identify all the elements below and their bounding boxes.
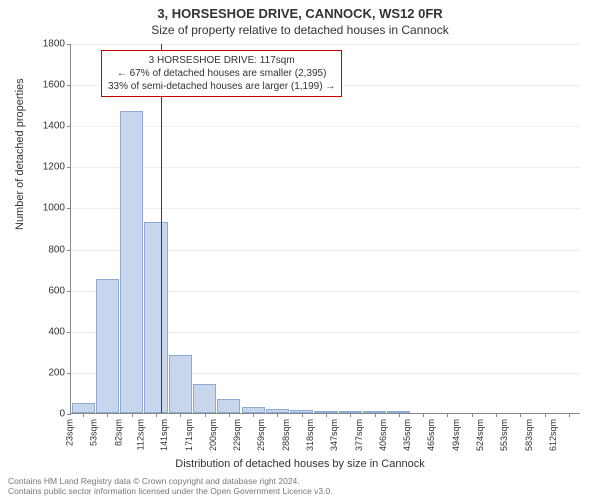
- xtick-mark: [83, 413, 84, 417]
- xtick-label: 229sqm: [232, 419, 242, 451]
- gridline: [71, 126, 580, 127]
- histogram-bar: [96, 279, 119, 413]
- xtick-mark: [472, 413, 473, 417]
- info-line-1: 3 HORSESHOE DRIVE: 117sqm: [108, 54, 335, 67]
- xtick-label: 318sqm: [305, 419, 315, 451]
- ytick-mark: [67, 373, 71, 374]
- xtick-label: 259sqm: [256, 419, 266, 451]
- xtick-label: 53sqm: [89, 419, 99, 446]
- attribution-footer: Contains HM Land Registry data © Crown c…: [8, 476, 333, 496]
- xtick-mark: [277, 413, 278, 417]
- xtick-label: 347sqm: [329, 419, 339, 451]
- gridline: [71, 44, 580, 45]
- xtick-label: 494sqm: [451, 419, 461, 451]
- chart-container: 3, HORSESHOE DRIVE, CANNOCK, WS12 0FR Si…: [0, 0, 600, 500]
- xtick-label: 553sqm: [499, 419, 509, 451]
- xtick-label: 23sqm: [65, 419, 75, 446]
- xtick-mark: [496, 413, 497, 417]
- ytick-mark: [67, 85, 71, 86]
- ytick-mark: [67, 291, 71, 292]
- xtick-mark: [229, 413, 230, 417]
- histogram-bar: [144, 222, 167, 413]
- gridline: [71, 167, 580, 168]
- xtick-label: 200sqm: [208, 419, 218, 451]
- chart-title-sub: Size of property relative to detached ho…: [0, 21, 600, 37]
- footer-line-1: Contains HM Land Registry data © Crown c…: [8, 476, 333, 486]
- xtick-mark: [156, 413, 157, 417]
- info-line-2: ← 67% of detached houses are smaller (2,…: [108, 67, 335, 80]
- ytick-mark: [67, 44, 71, 45]
- xtick-label: 112sqm: [135, 419, 145, 450]
- ytick-label: 0: [59, 409, 65, 420]
- xtick-mark: [350, 413, 351, 417]
- chart-title-main: 3, HORSESHOE DRIVE, CANNOCK, WS12 0FR: [0, 0, 600, 21]
- ytick-label: 1800: [43, 39, 65, 50]
- ytick-mark: [67, 208, 71, 209]
- ytick-mark: [67, 250, 71, 251]
- xtick-label: 171sqm: [184, 419, 194, 451]
- xtick-label: 406sqm: [378, 419, 388, 451]
- xtick-mark: [375, 413, 376, 417]
- info-line-3: 33% of semi-detached houses are larger (…: [108, 80, 335, 93]
- xtick-label: 141sqm: [159, 419, 169, 451]
- ytick-mark: [67, 414, 71, 415]
- ytick-label: 1000: [43, 203, 65, 214]
- xtick-mark: [545, 413, 546, 417]
- ytick-mark: [67, 126, 71, 127]
- xtick-mark: [180, 413, 181, 417]
- xtick-mark: [107, 413, 108, 417]
- ytick-label: 1400: [43, 121, 65, 132]
- marker-line: [161, 44, 162, 413]
- xtick-mark: [423, 413, 424, 417]
- xtick-mark: [302, 413, 303, 417]
- histogram-bar: [193, 384, 216, 413]
- xtick-label: 583sqm: [524, 419, 534, 451]
- xtick-label: 465sqm: [426, 419, 436, 451]
- ytick-label: 800: [48, 244, 65, 255]
- ytick-label: 600: [48, 285, 65, 296]
- xtick-mark: [399, 413, 400, 417]
- histogram-bar: [217, 399, 240, 413]
- histogram-bar: [72, 403, 95, 413]
- ytick-mark: [67, 332, 71, 333]
- plot-area: 02004006008001000120014001600180023sqm53…: [70, 44, 580, 414]
- xtick-mark: [569, 413, 570, 417]
- y-axis-label: Number of detached properties: [14, 78, 26, 230]
- histogram-bar: [120, 111, 143, 413]
- ytick-label: 200: [48, 367, 65, 378]
- footer-line-2: Contains public sector information licen…: [8, 486, 333, 496]
- gridline: [71, 208, 580, 209]
- histogram-bar: [169, 355, 192, 413]
- xtick-label: 435sqm: [402, 419, 412, 451]
- xtick-mark: [326, 413, 327, 417]
- xtick-label: 524sqm: [475, 419, 485, 451]
- xtick-label: 288sqm: [281, 419, 291, 451]
- ytick-mark: [67, 167, 71, 168]
- xtick-mark: [205, 413, 206, 417]
- xtick-mark: [253, 413, 254, 417]
- xtick-mark: [447, 413, 448, 417]
- marker-info-box: 3 HORSESHOE DRIVE: 117sqm ← 67% of detac…: [101, 50, 342, 97]
- ytick-label: 400: [48, 326, 65, 337]
- xtick-label: 612sqm: [548, 419, 558, 451]
- xtick-mark: [520, 413, 521, 417]
- xtick-label: 377sqm: [354, 419, 364, 451]
- ytick-label: 1200: [43, 162, 65, 173]
- xtick-label: 82sqm: [113, 419, 123, 446]
- ytick-label: 1600: [43, 80, 65, 91]
- xtick-mark: [132, 413, 133, 417]
- x-axis-label: Distribution of detached houses by size …: [0, 458, 600, 470]
